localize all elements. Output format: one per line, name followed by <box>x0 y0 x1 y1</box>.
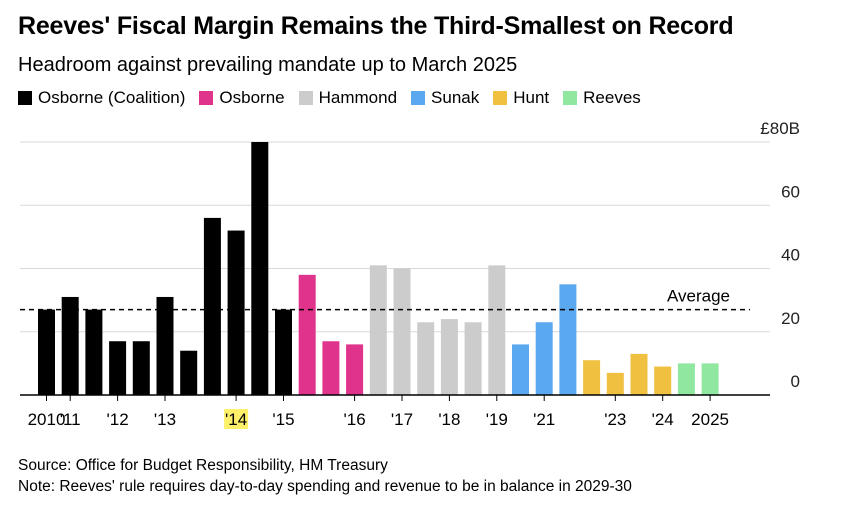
bar <box>512 344 529 395</box>
bar <box>38 309 55 395</box>
x-tick-label: '16 <box>344 410 366 429</box>
bar <box>132 341 150 395</box>
y-tick-label: 60 <box>781 182 800 201</box>
bar <box>606 372 624 395</box>
x-tick-label: '12 <box>107 410 129 429</box>
x-tick-label: '14 <box>225 410 247 429</box>
legend-label: Sunak <box>431 88 480 107</box>
bar <box>677 363 695 395</box>
legend-item-osborne: Osborne <box>199 88 285 108</box>
legend-item-hammond: Hammond <box>298 88 398 108</box>
bar <box>464 322 482 395</box>
legend-swatch <box>199 91 214 105</box>
x-tick-label: 2010 <box>28 410 66 429</box>
legend-swatch <box>411 91 426 105</box>
bar <box>109 341 127 395</box>
legend-swatch <box>298 91 313 105</box>
bar-chart: 0 20 40 60 £80B Average 2010'11 '12 '13 '14 '15 '16… <box>20 119 800 429</box>
chart-subtitle: Headroom against prevailing mandate up t… <box>18 54 518 76</box>
chart-title: Reeves' Fiscal Margin Remains the Third-… <box>18 12 734 40</box>
bar <box>298 274 316 395</box>
legend-item-osborne-coalition: Osborne (Coalition) <box>18 88 185 108</box>
average-label: Average <box>667 287 730 306</box>
bar <box>630 353 648 395</box>
x-tick-label: '11 <box>60 410 81 429</box>
legend-label: Reeves <box>583 88 641 107</box>
bar <box>203 217 221 395</box>
bar <box>488 265 506 395</box>
x-tick-label: '21 <box>533 410 555 429</box>
bar <box>369 265 387 395</box>
y-tick-label: 20 <box>781 309 800 328</box>
bar <box>156 296 174 395</box>
y-tick-label: £80B <box>760 119 800 138</box>
bar <box>61 296 79 395</box>
legend-item-sunak: Sunak <box>411 88 479 108</box>
bar <box>701 363 719 395</box>
y-tick-label: 40 <box>781 246 800 265</box>
bar <box>275 309 292 395</box>
legend-swatch <box>18 91 32 105</box>
bar <box>417 322 435 395</box>
legend-label: Hammond <box>318 88 398 107</box>
bar <box>393 268 411 395</box>
bar <box>440 319 458 395</box>
bar <box>346 344 364 395</box>
legend-label: Hunt <box>513 88 550 107</box>
x-tick-label: '15 <box>272 410 294 429</box>
bar <box>559 284 577 395</box>
bar <box>583 360 601 395</box>
bar <box>251 142 269 395</box>
x-tick-label: '13 <box>154 410 176 429</box>
x-tick-label: '17 <box>391 410 413 429</box>
x-tick-label: '23 <box>604 410 626 429</box>
legend-swatch <box>493 91 508 105</box>
chart-legend: Osborne (Coalition) Osborne Hammond Suna… <box>18 88 655 108</box>
y-tick-label: 0 <box>791 372 800 391</box>
x-tick-label: '19 <box>486 410 508 429</box>
source-note: Source: Office for Budget Responsibility… <box>18 457 388 474</box>
bar <box>85 309 103 395</box>
legend-label: Osborne <box>219 88 285 107</box>
legend-item-reeves: Reeves <box>563 88 641 108</box>
footnote: Note: Reeves' rule requires day-to-day s… <box>18 478 632 495</box>
x-tick-highlight <box>224 409 249 429</box>
x-tick-label: '18 <box>438 410 460 429</box>
bar <box>654 366 672 395</box>
bar <box>227 230 245 395</box>
bar <box>535 322 553 395</box>
legend-label: Osborne (Coalition) <box>38 88 186 107</box>
x-tick-label: '24 <box>652 410 674 429</box>
legend-item-hunt: Hunt <box>493 88 549 108</box>
legend-swatch <box>563 91 578 105</box>
x-tick-label: 2025 <box>691 410 729 429</box>
bar <box>322 341 340 395</box>
bar <box>180 350 198 395</box>
